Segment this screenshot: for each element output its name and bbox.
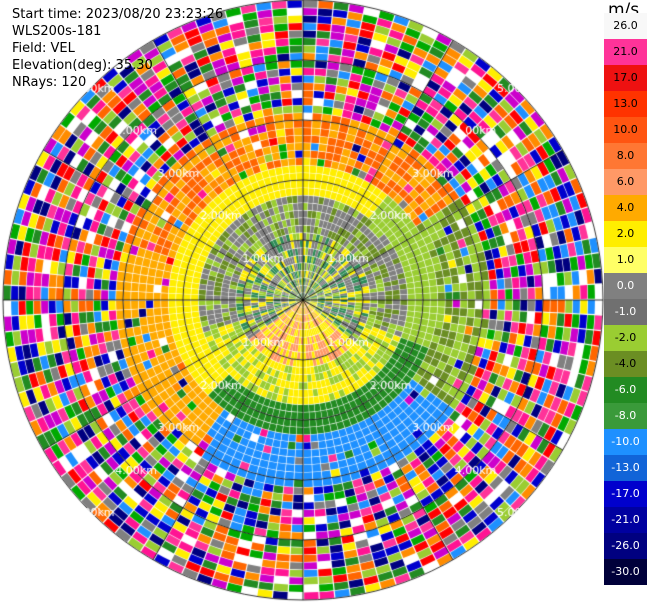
colorbar-tick-label: 6.0 — [616, 175, 635, 188]
colorbar-tick-label: -8.0 — [614, 409, 637, 422]
colorbar-swatch — [604, 195, 647, 221]
colorbar-swatch — [604, 351, 647, 377]
colorbar-swatch — [604, 455, 647, 481]
colorbar-swatch — [604, 299, 647, 325]
colorbar-swatch — [604, 169, 647, 195]
colorbar-tick-label: -13.0 — [611, 461, 640, 474]
elevation-label: Elevation(deg): 35.30 — [12, 58, 153, 73]
colorbar-swatch — [604, 143, 647, 169]
colorbar-tick-label: 2.0 — [616, 227, 635, 240]
start-time-label: Start time: 2023/08/20 23:23:26 — [12, 7, 224, 22]
colorbar-swatch — [604, 481, 647, 507]
colorbar-tick-label: 17.0 — [613, 71, 638, 84]
colorbar-tick-label: -30.0 — [611, 565, 640, 578]
colorbar-tick-label: -17.0 — [611, 487, 640, 500]
colorbar-tick-label: 0.0 — [616, 279, 635, 292]
colorbar-swatch — [604, 429, 647, 455]
colorbar-swatch — [604, 273, 647, 299]
instrument-label: WLS200s-181 — [12, 24, 102, 39]
colorbar-swatch — [604, 403, 647, 429]
colorbar-tick-label: -4.0 — [614, 357, 637, 370]
colorbar-tick-label: -10.0 — [611, 435, 640, 448]
colorbar-swatch — [604, 13, 647, 39]
colorbar-tick-label: 8.0 — [616, 149, 635, 162]
colorbar-tick-label: 4.0 — [616, 201, 635, 214]
nrays-label: NRays: 120 — [12, 75, 87, 90]
colorbar-tick-label: -2.0 — [614, 331, 637, 344]
colorbar-tick-label: 13.0 — [613, 97, 638, 110]
colorbar-tick-label: 26.0 — [613, 19, 638, 32]
colorbar-tick-label: -6.0 — [614, 383, 637, 396]
colorbar-swatch — [604, 533, 647, 559]
colorbar-tick-label: 1.0 — [616, 253, 635, 266]
colorbar-swatch — [604, 559, 647, 585]
colorbar-tick-label: 21.0 — [613, 45, 638, 58]
colorbar-tick-label: -21.0 — [611, 513, 640, 526]
colorbar-tick-label: -26.0 — [611, 539, 640, 552]
colorbar-swatch — [604, 39, 647, 65]
colorbar-swatch — [604, 65, 647, 91]
velocity-colorbar: 26.0 21.0 17.0 13.0 10.0 8.0 6.0 4.0 2.0 1.0 0.0 -1… — [604, 0, 647, 607]
field-label: Field: VEL — [12, 41, 75, 56]
colorbar-swatch — [604, 377, 647, 403]
colorbar-swatch — [604, 221, 647, 247]
colorbar-tick-label: -1.0 — [614, 305, 637, 318]
radar-ppi-plot — [0, 0, 604, 607]
colorbar-tick-label: 10.0 — [613, 123, 638, 136]
colorbar-swatch — [604, 507, 647, 533]
colorbar-swatch — [604, 325, 647, 351]
colorbar-swatch — [604, 247, 647, 273]
colorbar-swatch — [604, 91, 647, 117]
colorbar-swatch — [604, 117, 647, 143]
